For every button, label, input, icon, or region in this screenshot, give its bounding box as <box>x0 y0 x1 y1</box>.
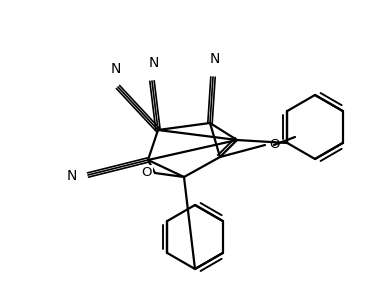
Text: N: N <box>66 169 77 183</box>
Text: N: N <box>149 56 159 70</box>
Text: O: O <box>141 167 151 180</box>
Text: O: O <box>269 138 280 150</box>
Text: O: O <box>140 167 150 180</box>
Text: N: N <box>210 52 220 66</box>
Text: N: N <box>111 62 121 76</box>
